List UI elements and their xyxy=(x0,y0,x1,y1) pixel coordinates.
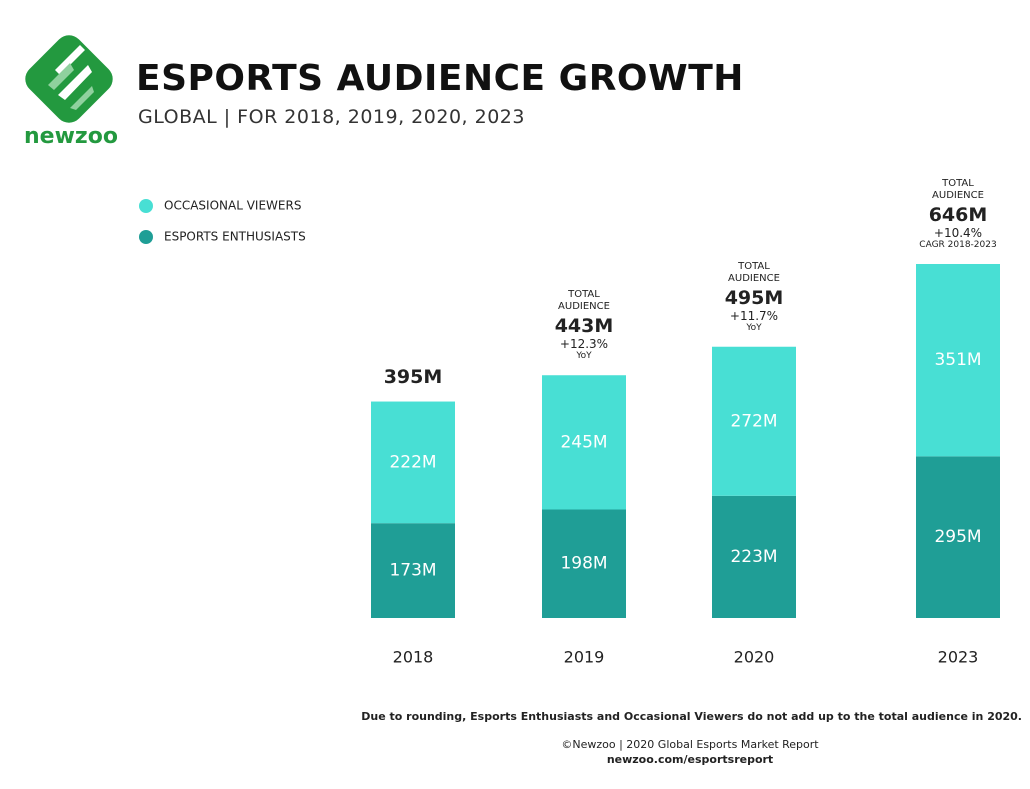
total-caption: TOTAL AUDIENCE xyxy=(932,178,984,201)
value-label: 245M xyxy=(560,432,607,452)
total-annotation: TOTAL AUDIENCE 495M +11.7% YoY xyxy=(699,261,809,333)
footnote: Due to rounding, Esports Enthusiasts and… xyxy=(361,710,1022,723)
x-tick-label: 2020 xyxy=(734,648,775,667)
value-label: 222M xyxy=(389,452,436,472)
bar-segment xyxy=(712,346,796,496)
chart-title: ESPORTS AUDIENCE GROWTH xyxy=(136,58,744,99)
value-label: 198M xyxy=(560,554,607,574)
legend-label: ESPORTS ENTHUSIASTS xyxy=(164,230,306,244)
chart-subtitle: GLOBAL | FOR 2018, 2019, 2020, 2023 xyxy=(138,106,525,128)
bar-segment xyxy=(916,263,1000,457)
total-label: 495M xyxy=(724,286,784,309)
bar-segment xyxy=(542,375,626,510)
growth-basis: YoY xyxy=(576,351,592,362)
legend-label: OCCASIONAL VIEWERS xyxy=(164,199,301,213)
bar-segment xyxy=(371,401,455,524)
growth-basis: YoY xyxy=(746,322,762,333)
value-label: 295M xyxy=(934,527,981,547)
total-label: 395M xyxy=(383,365,443,388)
value-label: 351M xyxy=(934,350,981,370)
value-label: 272M xyxy=(730,411,777,431)
growth-basis: CAGR 2018-2023 xyxy=(919,240,997,250)
total-annotation: 395M xyxy=(358,364,468,388)
bar-segment xyxy=(542,509,626,618)
total-caption: TOTAL AUDIENCE xyxy=(728,260,780,284)
total-caption: TOTAL AUDIENCE xyxy=(558,289,610,313)
x-tick-label: 2023 xyxy=(938,648,979,667)
bar-segment xyxy=(712,495,796,618)
total-label: 443M xyxy=(554,315,614,338)
x-tick-label: 2019 xyxy=(564,648,605,667)
bar-segment xyxy=(916,456,1000,618)
total-label: 646M xyxy=(928,204,988,226)
logo-stripe xyxy=(48,63,94,110)
total-annotation: TOTAL AUDIENCE 646M +10.4% CAGR 2018-2023 xyxy=(903,178,1013,250)
source-url: newzoo.com/esportsreport xyxy=(606,753,774,766)
x-tick-label: 2018 xyxy=(393,648,434,667)
value-label: 173M xyxy=(389,561,436,581)
legend-swatch xyxy=(139,199,153,213)
value-label: 223M xyxy=(730,547,777,567)
growth-label: +11.7% xyxy=(729,308,779,323)
source: ©Newzoo | 2020 Global Esports Market Rep… xyxy=(561,738,819,751)
legend-swatch xyxy=(139,230,153,244)
logo xyxy=(25,35,113,123)
growth-label: +10.4% xyxy=(933,226,983,240)
total-annotation: TOTAL AUDIENCE 443M +12.3% YoY xyxy=(529,289,639,361)
logo-shape xyxy=(25,35,113,123)
growth-label: +12.3% xyxy=(559,337,609,352)
bar-segment xyxy=(371,523,455,618)
brand: newzoo xyxy=(24,124,118,149)
